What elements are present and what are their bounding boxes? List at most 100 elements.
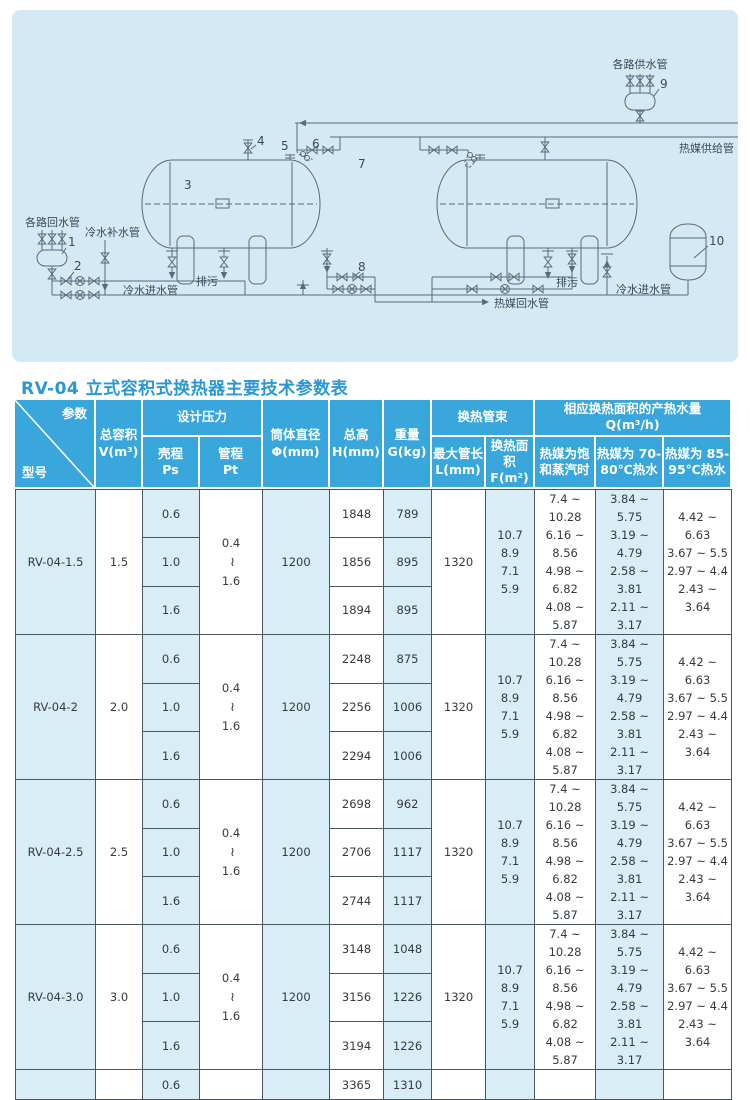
parameters-table: 参数 型号 总容积 V(m³) 设计压力 筒体直径 Φ(mm) 总高 H(mm)… — [15, 400, 733, 1100]
cell-ps: 1.0 — [143, 537, 200, 587]
label-drain-left: 排污 — [196, 274, 218, 288]
cell-max-tube-length: 1320 — [432, 489, 487, 636]
cell-heat-area — [486, 1070, 536, 1100]
cell-ps: 1.6 — [143, 1021, 200, 1071]
header-weight-line2: G(kg) — [387, 443, 427, 459]
cell-height: 2256 — [330, 683, 385, 732]
pt-max: 1.6 — [221, 1009, 241, 1024]
label-cold-makeup: 冷水补水管 — [85, 225, 140, 239]
supply-water-tank — [624, 74, 660, 111]
cell-q-steam: 7.4 ~ 10.28 6.16 ~ 8.56 4.98 ~ 6.82 4.08… — [535, 780, 597, 926]
header-q-output: 相应换热面积的产热水量 Q(m³/h) — [535, 400, 733, 437]
cell-ps: 1.6 — [143, 876, 200, 926]
cell-max-tube-length: 1320 — [432, 635, 487, 781]
cell-pt: 0.4 ~ 1.6 — [200, 635, 264, 781]
header-q2-line1: 热媒为 70- — [596, 445, 662, 461]
header-q-70-80: 热媒为 70- 80℃热水 — [596, 436, 665, 490]
header-diameter-line2: Φ(mm) — [271, 443, 320, 459]
header-area-line1: 换热面积 — [490, 437, 529, 469]
pt-max: 1.6 — [221, 574, 241, 589]
header-tube-bundle: 换热管束 — [432, 400, 536, 437]
cell-height: 3148 — [330, 925, 385, 974]
header-shell-line1: 壳程 — [157, 445, 183, 461]
header-volume-line1: 总容积 — [99, 427, 138, 443]
cell-q-70-80: 3.84 ~ 5.75 3.19 ~ 4.79 2.58 ~ 3.81 2.11… — [596, 635, 665, 781]
cell-weight: 1117 — [384, 828, 433, 877]
cell-weight: 1310 — [384, 1070, 433, 1100]
cell-height: 1894 — [330, 586, 385, 636]
cell-height: 2706 — [330, 828, 385, 877]
header-param-label: 参数 — [61, 406, 87, 421]
cell-height: 2294 — [330, 731, 385, 781]
cell-ps: 0.6 — [143, 925, 200, 974]
cell-max-tube-length: 1320 — [432, 925, 487, 1071]
cell-ps: 0.6 — [143, 635, 200, 684]
header-height-line2: H(mm) — [332, 443, 380, 459]
cell-q-85-95 — [664, 1070, 733, 1100]
cell-ps: 0.6 — [143, 780, 200, 829]
header-shell-ps: 壳程 Ps — [143, 436, 200, 490]
piping-diagram: 各路回水管 冷水补水管 冷水进水管 排污 各路供水管 热媒供给管 热媒回水管 排… — [25, 57, 738, 310]
page-title: RV-04 立式容积式换热器主要技术参数表 — [21, 379, 349, 399]
cell-q-70-80 — [596, 1070, 665, 1100]
cell-q-85-95: 4.42 ~ 6.63 3.67 ~ 5.5 2.97 ~ 4.4 2.43 ~… — [664, 780, 733, 926]
callout-6: 6 — [312, 137, 320, 151]
return-water-tank — [36, 230, 246, 300]
cell-volume: 3.0 — [96, 925, 143, 1071]
pt-tilde: ~ — [224, 701, 239, 713]
cell-diameter: 1200 — [263, 925, 331, 1071]
cell-diameter — [263, 1070, 331, 1100]
diagonal-line — [15, 400, 94, 488]
header-area-line2: F(m²) — [490, 470, 529, 485]
header-q3-line1: 热媒为 85- — [664, 445, 730, 461]
cell-diameter: 1200 — [263, 780, 331, 926]
cell-weight: 962 — [384, 780, 433, 829]
label-hm-return: 热媒回水管 — [494, 296, 549, 310]
cell-model: RV-04-1.5 — [15, 489, 96, 636]
cell-model: RV-04-2 — [15, 635, 96, 781]
header-height-line1: 总高 — [343, 427, 369, 443]
cell-max-tube-length: 1320 — [432, 780, 487, 926]
cell-q-70-80: 3.84 ~ 5.75 3.19 ~ 4.79 2.58 ~ 3.81 2.11… — [596, 489, 665, 636]
tank-a-drains — [166, 248, 230, 274]
header-shell-line2: Ps — [162, 461, 179, 477]
header-q3-line2: 95℃热水 — [668, 461, 726, 477]
header-q2-line2: 80℃热水 — [600, 461, 658, 477]
expansion-tank — [669, 223, 709, 295]
heat-exchanger-tank-b — [436, 159, 638, 285]
callout-5: 5 — [281, 139, 289, 153]
cell-weight: 895 — [384, 586, 433, 636]
callout-2: 2 — [74, 259, 82, 273]
cell-ps: 1.0 — [143, 683, 200, 732]
callout-4: 4 — [257, 134, 265, 148]
cell-q-85-95: 4.42 ~ 6.63 3.67 ~ 5.5 2.97 ~ 4.4 2.43 ~… — [664, 635, 733, 781]
pt-tilde: ~ — [224, 556, 239, 568]
cell-volume — [96, 1070, 143, 1100]
header-q1-line1: 热媒为饱 — [539, 445, 590, 461]
cell-model — [15, 1070, 96, 1100]
header-max-tube-length: 最大管长 L(mm) — [432, 436, 487, 490]
cell-q-steam — [535, 1070, 597, 1100]
pt-min: 0.4 — [221, 681, 241, 696]
callout-1: 1 — [68, 235, 76, 249]
label-return-pipes: 各路回水管 — [25, 215, 80, 229]
cell-pt: 0.4 ~ 1.6 — [200, 780, 264, 926]
cell-ps: 1.0 — [143, 973, 200, 1022]
header-design-pressure: 设计压力 — [143, 400, 264, 437]
cell-ps: 1.6 — [143, 586, 200, 636]
pt-max: 1.6 — [221, 719, 241, 734]
cell-height: 2744 — [330, 876, 385, 926]
callout-9: 9 — [660, 77, 668, 91]
label-drain-right: 排污 — [556, 275, 578, 289]
cell-q-steam: 7.4 ~ 10.28 6.16 ~ 8.56 4.98 ~ 6.82 4.08… — [535, 925, 597, 1071]
cell-q-steam: 7.4 ~ 10.28 6.16 ~ 8.56 4.98 ~ 6.82 4.08… — [535, 635, 597, 781]
header-model-label: 型号 — [22, 465, 48, 480]
cell-weight: 1048 — [384, 925, 433, 974]
header-volume-line2: V(m³) — [98, 443, 139, 459]
cell-weight: 1117 — [384, 876, 433, 926]
cell-max-tube-length — [432, 1070, 487, 1100]
cell-heat-area: 10.7 8.9 7.1 5.9 — [486, 925, 536, 1071]
pt-min: 0.4 — [221, 536, 241, 551]
cell-height: 3365 — [330, 1070, 385, 1100]
pt-min: 0.4 — [221, 971, 241, 986]
